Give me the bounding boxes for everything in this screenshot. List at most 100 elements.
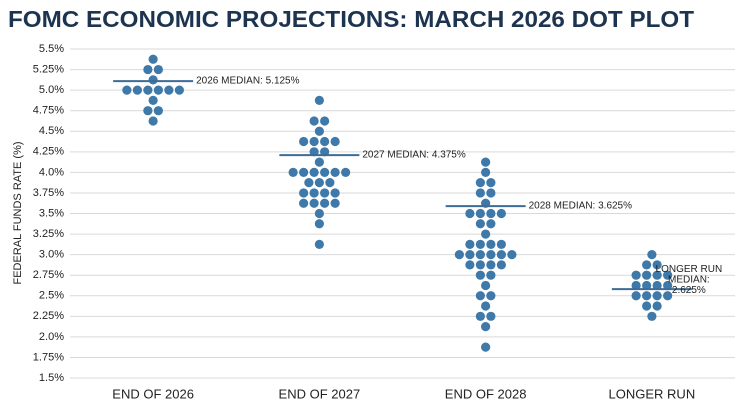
y-tick-label: 5.0% [39,84,64,96]
dot [663,280,673,291]
y-tick-label: 4.75% [33,105,64,117]
chart-title: FOMC ECONOMIC PROJECTIONS: MARCH 2026 DO… [8,6,694,32]
y-tick-label: 3.0% [39,249,64,261]
dot [486,219,496,229]
dot [481,229,491,239]
dot [475,260,485,270]
y-tick-label: 4.25% [33,146,64,158]
dot [309,198,319,208]
dot [663,270,673,280]
dot [647,311,657,321]
dot [330,188,340,198]
dot [330,167,340,177]
dot [486,208,496,219]
dot [320,188,330,198]
dot [465,239,475,249]
x-tick-label: LONGER RUN [609,386,696,401]
dot [143,85,153,95]
dot [153,64,163,75]
y-tick-label: 3.25% [33,228,64,240]
dot [299,136,309,147]
dot [132,85,142,95]
dot [314,157,324,167]
y-tick-label: 5.5% [39,43,64,55]
y-tick-label: 5.25% [33,63,64,75]
dot [314,208,324,219]
median-annotation: 2027 MEDIAN: 4.375% [362,150,465,161]
median-annotation: 2026 MEDIAN: 5.125% [196,76,299,87]
dot [153,106,163,116]
dot [496,260,506,270]
median-annotation: LONGER RUN [656,264,723,275]
dot [309,167,319,177]
median-annotation: 2.625% [672,285,706,296]
dot [475,188,485,198]
dot [122,85,132,95]
dot [481,321,491,332]
dot [304,178,314,188]
dot [652,270,662,280]
dot [486,250,496,260]
x-tick-label: END OF 2026 [112,386,194,401]
x-tick-label: END OF 2027 [279,386,361,401]
dot [475,311,485,321]
dot [486,178,496,188]
dot [309,136,319,147]
dot [341,167,351,177]
dot [320,198,330,208]
dot [631,280,641,291]
dot [663,291,673,301]
dot [475,250,485,260]
median-annotation: 2028 MEDIAN: 3.625% [529,201,632,212]
dot [148,75,158,85]
dot [330,136,340,147]
dot [652,291,662,301]
dot [642,270,652,280]
dot [314,126,324,136]
dot [465,250,475,260]
dot [475,270,485,280]
dot [320,116,330,126]
y-tick-label: 2.25% [33,310,64,322]
dot [164,85,174,95]
dot [320,167,330,177]
dot [481,167,491,177]
dot [299,198,309,208]
dot [320,136,330,147]
dot [475,178,485,188]
dot [475,239,485,249]
dot [465,208,475,219]
dot [642,301,652,311]
dot [174,85,184,95]
dot [148,95,158,106]
dot [496,208,506,219]
x-tick-label: END OF 2028 [445,386,527,401]
dot [647,250,657,260]
dot [314,95,324,106]
y-tick-label: 3.75% [33,187,64,199]
dot [314,219,324,229]
dot [299,167,309,177]
y-tick-label: 4.0% [39,166,64,178]
y-tick-label: 4.5% [39,125,64,137]
dot [507,250,517,260]
dot [475,219,485,229]
median-annotation: MEDIAN: [668,274,710,285]
dot [454,250,464,260]
y-tick-label: 1.5% [39,372,64,384]
dot [642,291,652,301]
dot [309,188,319,198]
dot [652,260,662,270]
dot [288,167,298,177]
dot [330,198,340,208]
dot [486,270,496,280]
dot [496,239,506,249]
dot [652,301,662,311]
y-axis-label: FEDERAL FUNDS RATE (%) [12,141,24,284]
dot [481,342,491,352]
dot [475,208,485,219]
dot [309,116,319,126]
dot [486,188,496,198]
dot [481,301,491,311]
